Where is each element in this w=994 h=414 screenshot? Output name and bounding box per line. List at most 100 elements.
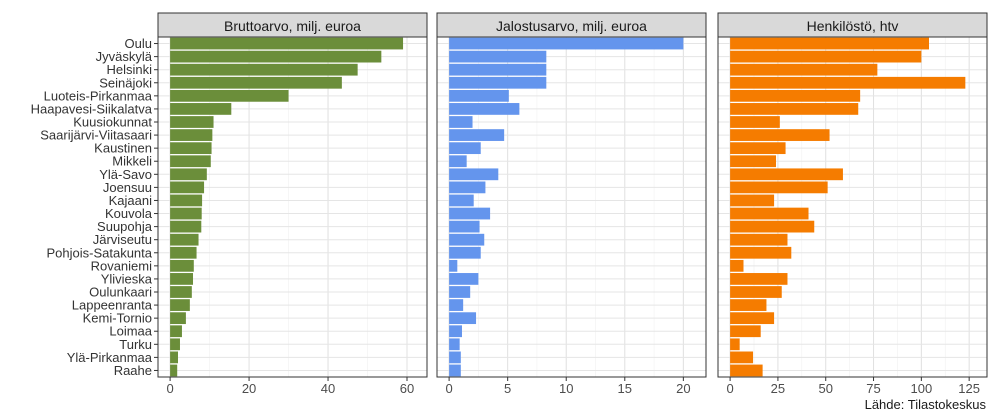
bar xyxy=(730,76,966,89)
bar xyxy=(730,299,767,311)
bar xyxy=(170,129,213,141)
bar xyxy=(730,181,828,194)
bar xyxy=(730,233,788,246)
category-label: Suupohja xyxy=(97,219,153,234)
bar xyxy=(170,194,203,207)
bar xyxy=(449,116,473,128)
bar xyxy=(449,89,509,102)
bar xyxy=(730,220,815,233)
bar xyxy=(730,312,775,325)
bar xyxy=(449,207,491,220)
bar xyxy=(170,246,197,259)
bar xyxy=(730,103,859,115)
category-label: Joensuu xyxy=(103,180,152,195)
bar xyxy=(449,168,499,181)
strip-title: Bruttoarvo, milj. euroa xyxy=(224,18,361,34)
bar xyxy=(449,50,547,63)
x-tick-label: 0 xyxy=(726,381,733,396)
category-label: Turku xyxy=(119,337,152,352)
strip-background xyxy=(436,12,707,38)
bar xyxy=(170,155,211,168)
bar xyxy=(170,37,404,50)
category-label: Pohjois-Satakunta xyxy=(46,245,152,260)
bar xyxy=(449,129,505,141)
bar xyxy=(730,116,780,128)
x-tick-label: 15 xyxy=(618,381,632,396)
bar xyxy=(170,351,179,364)
bar xyxy=(449,364,461,377)
bar xyxy=(730,155,777,168)
panel-1: Bruttoarvo, milj. euroa 0 20 40 60 xyxy=(157,12,428,396)
bar xyxy=(730,50,922,63)
panel-2: Jalostusarvo, milj. euroa 0 5 10 15 20 xyxy=(436,12,707,396)
x-tick-label: 20 xyxy=(242,381,256,396)
bar xyxy=(449,312,477,325)
bar xyxy=(170,220,202,233)
category-label: Ylä-Pirkanmaa xyxy=(67,350,153,365)
bar xyxy=(449,220,480,233)
category-label: Järviseutu xyxy=(93,232,152,247)
bar xyxy=(170,50,382,63)
category-label: Haapavesi-Siikalatva xyxy=(31,101,153,116)
bar xyxy=(449,338,460,351)
bar xyxy=(449,299,464,311)
bar xyxy=(449,246,481,259)
category-label: Ylä-Savo xyxy=(99,167,152,182)
category-label: Jyväskylä xyxy=(96,49,153,64)
strip-background xyxy=(717,12,988,38)
category-label: Mikkeli xyxy=(112,154,152,169)
x-tick-label: 20 xyxy=(676,381,690,396)
category-label: Ylivieska xyxy=(101,271,153,286)
category-label: Rovaniemi xyxy=(91,258,153,273)
bar xyxy=(449,233,485,246)
x-tick-label: 125 xyxy=(958,381,980,396)
category-label: Kaustinen xyxy=(94,141,152,156)
bar xyxy=(170,181,205,194)
category-label: Loimaa xyxy=(109,324,152,339)
bar xyxy=(730,338,740,351)
category-label: Raahe xyxy=(114,363,152,378)
bar xyxy=(449,63,547,76)
strip-title: Jalostusarvo, milj. euroa xyxy=(496,18,647,34)
bar xyxy=(730,273,788,285)
x-tick-label: 40 xyxy=(321,381,335,396)
category-label: Oulunkaari xyxy=(89,285,152,300)
category-label: Helsinki xyxy=(106,62,152,77)
bar xyxy=(730,129,830,141)
bar xyxy=(449,76,547,89)
category-label: Lappeenranta xyxy=(72,298,153,313)
category-label: Kajaani xyxy=(109,193,152,208)
x-tick-label: 10 xyxy=(559,381,573,396)
source-caption: Lähde: Tilastokeskus xyxy=(865,397,987,412)
strip-background xyxy=(157,12,428,38)
x-tick-label: 0 xyxy=(445,381,452,396)
category-label: Kuusiokunnat xyxy=(73,115,152,130)
bar xyxy=(449,259,458,272)
bar xyxy=(730,259,744,272)
bar xyxy=(170,273,194,285)
bar xyxy=(170,325,182,338)
bar xyxy=(730,168,843,181)
bar xyxy=(730,63,878,76)
x-tick-label: 0 xyxy=(166,381,173,396)
bar xyxy=(730,325,761,338)
bar xyxy=(449,103,520,115)
bar xyxy=(449,351,461,364)
strip-title: Henkilöstö, htv xyxy=(807,18,899,34)
x-tick-label: 50 xyxy=(818,381,832,396)
bar xyxy=(730,286,782,298)
bar xyxy=(730,194,775,207)
bar xyxy=(170,259,194,272)
x-tick-label: 100 xyxy=(910,381,932,396)
bar xyxy=(170,338,180,351)
x-tick-label: 75 xyxy=(866,381,880,396)
category-label: Seinäjoki xyxy=(99,75,152,90)
bar xyxy=(170,233,199,246)
category-label: Saarijärvi-Viitasaari xyxy=(40,128,152,143)
bar xyxy=(730,37,929,50)
bar xyxy=(170,364,178,377)
bar xyxy=(449,286,471,298)
bar xyxy=(170,142,212,155)
